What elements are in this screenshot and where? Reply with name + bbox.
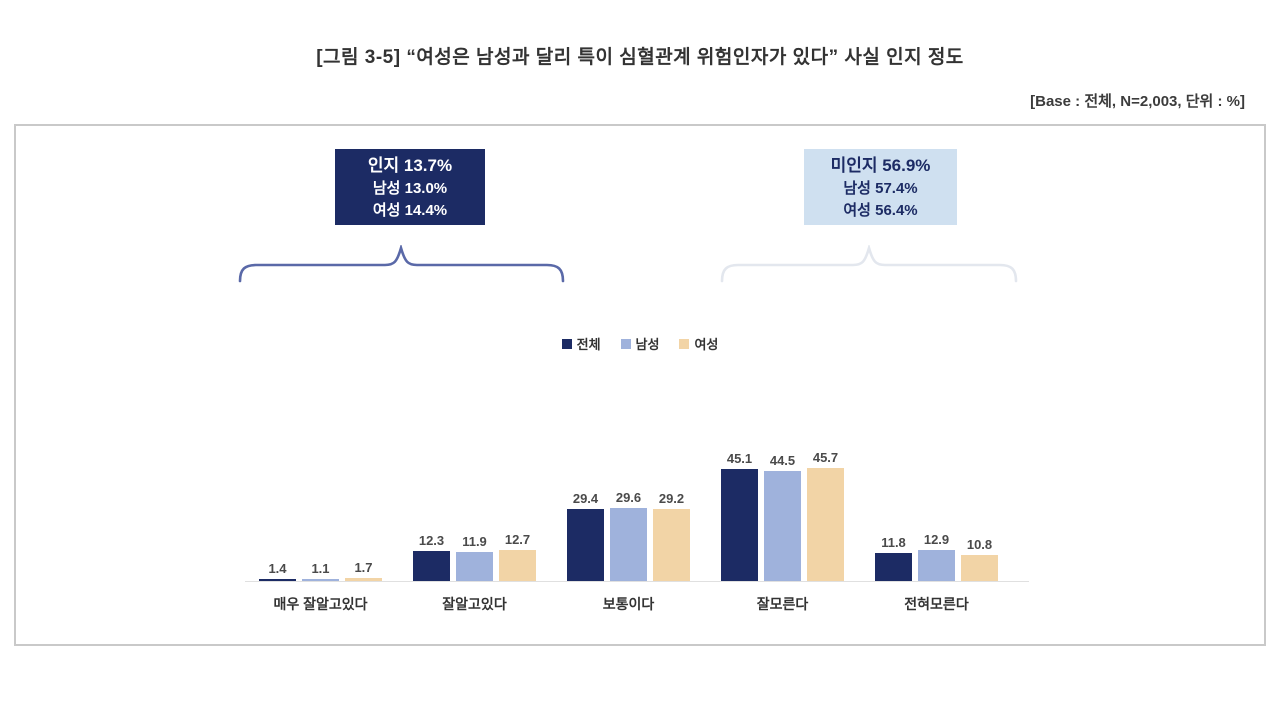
bar bbox=[456, 552, 493, 582]
bar bbox=[499, 550, 536, 582]
bar-group: 11.8 12.9 10.8 bbox=[875, 420, 998, 582]
bar bbox=[413, 551, 450, 582]
legend-item-전체: 전체 bbox=[561, 334, 601, 353]
bar-value-label: 12.9 bbox=[923, 531, 950, 547]
bar bbox=[807, 467, 844, 582]
bar-value-label: 45.1 bbox=[726, 451, 753, 467]
bar bbox=[721, 469, 758, 582]
aware-callout: 인지 13.7% 남성 13.0% 여성 14.4% bbox=[335, 149, 485, 225]
unaware-male: 남성 57.4% bbox=[843, 179, 918, 197]
bar-chart: 1.4 1.1 1.7 12.3 11.9 12.7 29.4 29.6 29.2 45.1 44.… bbox=[245, 420, 1029, 614]
legend-item-남성: 남성 bbox=[620, 334, 660, 353]
bar-group: 1.4 1.1 1.7 bbox=[259, 420, 382, 582]
aware-total: 인지 13.7% bbox=[367, 155, 453, 175]
bar-value-label: 45.7 bbox=[812, 449, 839, 465]
unaware-callout: 미인지 56.9% 남성 57.4% 여성 56.4% bbox=[804, 149, 957, 225]
bar-value-label: 12.7 bbox=[504, 532, 531, 548]
category-labels-row: 매우 잘알고있다 잘알고있다 보통이다 잘모른다 전혀모른다 bbox=[259, 594, 1003, 614]
bar-column-여성: 45.7 bbox=[807, 450, 844, 582]
brace-right-icon bbox=[720, 245, 1018, 283]
bar-value-label: 11.8 bbox=[881, 534, 906, 550]
legend-label: 남성 bbox=[635, 337, 660, 352]
bar-column-여성: 1.7 bbox=[345, 560, 382, 582]
bar-column-전체: 11.8 bbox=[875, 534, 912, 582]
unaware-total: 미인지 56.9% bbox=[830, 155, 931, 175]
category-label: 매우 잘알고있다 bbox=[273, 596, 368, 612]
bar bbox=[610, 508, 647, 582]
bar bbox=[875, 552, 912, 582]
bar-column-전체: 29.4 bbox=[567, 490, 604, 582]
bar-group: 12.3 11.9 12.7 bbox=[413, 420, 536, 582]
bar-value-label: 44.5 bbox=[769, 452, 796, 468]
bar-value-label: 10.8 bbox=[966, 537, 993, 552]
category-label: 잘모른다 bbox=[756, 596, 809, 612]
chart-panel: 인지 13.7% 남성 13.0% 여성 14.4% 미인지 56.9% 남성 … bbox=[14, 124, 1266, 646]
legend-swatch-icon bbox=[679, 338, 690, 349]
bar-column-남성: 44.5 bbox=[764, 453, 801, 582]
bar-value-label: 1.4 bbox=[268, 560, 287, 576]
bar bbox=[345, 577, 382, 582]
bar-column-여성: 29.2 bbox=[653, 491, 690, 582]
bar-value-label: 12.3 bbox=[418, 533, 445, 549]
bar bbox=[567, 508, 604, 582]
bar-column-여성: 12.7 bbox=[499, 532, 536, 582]
bar-value-label: 29.6 bbox=[615, 490, 642, 505]
legend-swatch-icon bbox=[620, 338, 631, 349]
bar-column-전체: 12.3 bbox=[413, 533, 450, 582]
bar-column-전체: 45.1 bbox=[721, 451, 758, 582]
bar bbox=[259, 578, 296, 582]
aware-female: 여성 14.4% bbox=[372, 201, 448, 219]
bar-column-남성: 1.1 bbox=[302, 561, 339, 582]
category-label: 잘알고있다 bbox=[442, 596, 507, 612]
bar bbox=[764, 470, 801, 582]
bar-group: 29.4 29.6 29.2 bbox=[567, 420, 690, 582]
bar bbox=[302, 579, 339, 582]
legend-item-여성: 여성 bbox=[679, 334, 718, 353]
bar-column-남성: 11.9 bbox=[456, 534, 493, 582]
bar-column-전체: 1.4 bbox=[259, 560, 296, 582]
bar bbox=[918, 549, 955, 582]
category-label: 전혀모른다 bbox=[904, 596, 969, 612]
bar bbox=[653, 509, 690, 582]
category-label: 보통이다 bbox=[602, 596, 655, 612]
bar bbox=[961, 555, 998, 582]
base-note: [Base : 전체, N=2,003, 단위 : %] bbox=[1030, 93, 1245, 110]
bar-column-여성: 10.8 bbox=[961, 537, 998, 582]
x-axis-line bbox=[245, 581, 1029, 582]
legend-label: 여성 bbox=[694, 337, 719, 352]
legend-label: 전체 bbox=[576, 337, 601, 352]
unaware-female: 여성 56.4% bbox=[843, 201, 918, 219]
bars-area: 1.4 1.1 1.7 12.3 11.9 12.7 29.4 29.6 29.2 45.1 44.… bbox=[245, 420, 1029, 582]
bar-column-남성: 12.9 bbox=[918, 532, 955, 582]
figure-title: [그림 3-5] “여성은 남성과 달리 특이 심혈관계 위험인자가 있다” 사… bbox=[316, 47, 964, 68]
chart-legend: 전체 남성 여성 bbox=[16, 334, 1264, 353]
bar-value-label: 1.1 bbox=[311, 561, 330, 577]
brace-left-icon bbox=[238, 245, 565, 283]
aware-male: 남성 13.0% bbox=[372, 179, 448, 197]
bar-value-label: 11.9 bbox=[462, 534, 487, 550]
bar-group: 45.1 44.5 45.7 bbox=[721, 420, 844, 582]
bar-value-label: 29.2 bbox=[658, 491, 685, 506]
bar-column-남성: 29.6 bbox=[610, 490, 647, 582]
legend-swatch-icon bbox=[561, 338, 572, 349]
bar-value-label: 1.7 bbox=[354, 559, 373, 575]
bar-value-label: 29.4 bbox=[572, 490, 599, 506]
